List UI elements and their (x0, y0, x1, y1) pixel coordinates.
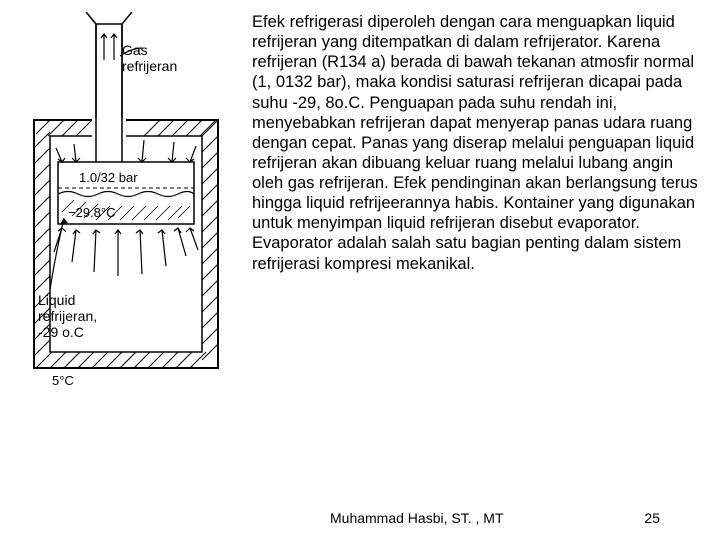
footer-author: Muhammad Hasbi, ST. , MT (330, 510, 504, 526)
refrigeration-diagram (14, 12, 234, 432)
body-paragraph: Efek refrigerasi diperoleh dengan cara m… (252, 12, 702, 274)
label-pressure-bar: 1.0/32 bar (79, 171, 138, 186)
footer: Muhammad Hasbi, ST. , MT 25 (0, 510, 720, 526)
label-gas-refrijeran: Gas refrijeran (122, 42, 177, 74)
footer-page-number: 25 (644, 510, 660, 526)
diagram-container: Gas refrijeran 1.0/32 bar −29.8°C Liquid… (14, 12, 234, 432)
label-temperature: −29.8°C (68, 206, 115, 221)
label-liquid-refrijeran: Liquid refrijeran, -29 o.C (38, 292, 97, 340)
text-column: Efek refrigerasi diperoleh dengan cara m… (252, 12, 702, 432)
label-ambient-temp: 5°C (52, 374, 74, 389)
